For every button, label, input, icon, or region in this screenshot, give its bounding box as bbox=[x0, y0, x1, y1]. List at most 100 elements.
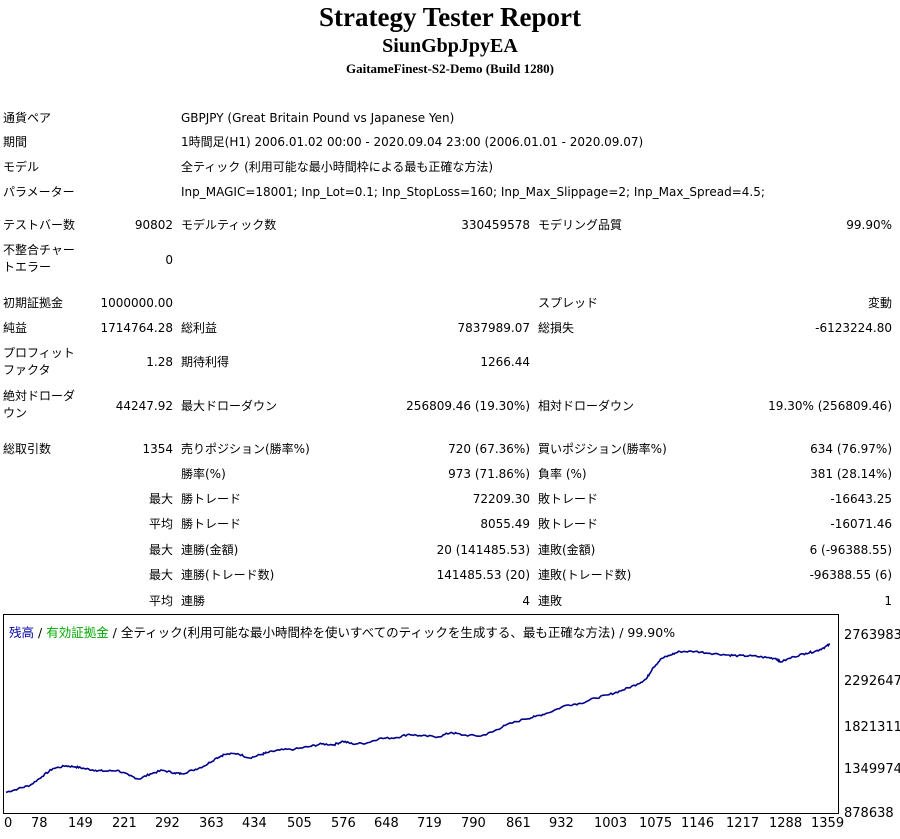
x-tick-label: 1288 bbox=[769, 816, 803, 831]
long-label: 買いポジション(勝率%) bbox=[538, 442, 667, 456]
maxdd-value: 256809.46 (19.30%) bbox=[406, 399, 530, 413]
x-tick-label: 1075 bbox=[639, 816, 673, 831]
cons-loss-amt-value: 6 (-96388.55) bbox=[809, 543, 892, 557]
cons-win-amt-label: 連勝(金額) bbox=[181, 543, 239, 557]
x-tick-label: 648 bbox=[374, 816, 399, 831]
expected-value: 1266.44 bbox=[480, 355, 530, 369]
loss-label: 負率 (%) bbox=[538, 467, 587, 481]
max-word-3: 最大 bbox=[148, 568, 173, 582]
mismatch-value: 0 bbox=[165, 253, 173, 267]
avg-word-1: 平均 bbox=[148, 517, 173, 531]
x-tick-label: 292 bbox=[155, 816, 180, 831]
spread-value: 変動 bbox=[867, 296, 892, 310]
avg-loss-value: -16071.46 bbox=[830, 517, 892, 531]
deposit-value: 1000000.00 bbox=[100, 296, 173, 310]
balance-chart bbox=[3, 614, 839, 814]
trades-label: 総取引数 bbox=[3, 442, 52, 456]
x-tick-label: 78 bbox=[31, 816, 48, 831]
x-tick-label: 149 bbox=[68, 816, 93, 831]
cons-loss-amt-label: 連敗(金額) bbox=[538, 543, 596, 557]
reldd-value: 19.30% (256809.46) bbox=[768, 399, 892, 413]
avg-cons-loss-value: 1 bbox=[884, 594, 892, 608]
avg-win-value: 8055.49 bbox=[480, 517, 530, 531]
ticks-label: モデルティック数 bbox=[181, 218, 277, 232]
grossprofit-value: 7837989.07 bbox=[457, 321, 530, 335]
grossloss-label: 総損失 bbox=[538, 321, 575, 335]
avg-word-2: 平均 bbox=[148, 594, 173, 608]
balance-line bbox=[5, 643, 831, 794]
params-value: Inp_MAGIC=18001; Inp_Lot=0.1; Inp_StopLo… bbox=[181, 185, 765, 199]
reldd-label: 相対ドローダウン bbox=[538, 399, 635, 413]
cons-win-amt-value: 20 (141485.53) bbox=[436, 543, 530, 557]
x-tick-label: 221 bbox=[112, 816, 137, 831]
absdd-value: 44247.92 bbox=[115, 399, 173, 413]
x-tick-label: 1003 bbox=[594, 816, 628, 831]
y-tick-label: 878638 bbox=[844, 806, 894, 821]
ea-name: SiunGbpJpyEA bbox=[382, 35, 518, 57]
deposit-label: 初期証拠金 bbox=[3, 296, 64, 310]
x-tick-label: 790 bbox=[461, 816, 486, 831]
largest-loss-label: 敗トレード bbox=[538, 492, 599, 506]
report-title: Strategy Tester Report bbox=[319, 2, 581, 32]
avg-cons-loss-label: 連敗 bbox=[538, 594, 563, 608]
avg-cons-win-label: 連勝 bbox=[181, 594, 206, 608]
quality-label: モデリング品質 bbox=[538, 218, 623, 232]
x-tick-label: 1217 bbox=[726, 816, 760, 831]
win-value: 973 (71.86%) bbox=[448, 467, 530, 481]
largest-win-value: 72209.30 bbox=[472, 492, 530, 506]
grossloss-value: -6123224.80 bbox=[815, 321, 892, 335]
legend-balance: 残高 bbox=[9, 625, 35, 640]
legend-sep-2: / bbox=[108, 625, 121, 640]
x-tick-label: 1359 bbox=[811, 816, 845, 831]
y-tick-label: 2292647 bbox=[844, 674, 900, 689]
x-tick-label: 434 bbox=[242, 816, 267, 831]
short-label: 売りポジション(勝率%) bbox=[181, 442, 310, 456]
y-tick-label: 2763983 bbox=[844, 628, 900, 643]
trades-value: 1354 bbox=[142, 442, 173, 456]
pf-label: プロフィットファクタ bbox=[3, 346, 75, 377]
loss-value: 381 (28.14%) bbox=[810, 467, 892, 481]
netprofit-value: 1714764.28 bbox=[100, 321, 173, 335]
mismatch-label: 不整合チャートエラー bbox=[3, 243, 75, 274]
x-tick-label: 576 bbox=[331, 816, 356, 831]
server-build: GaitameFinest-S2-Demo (Build 1280) bbox=[346, 61, 554, 76]
max-word-2: 最大 bbox=[148, 543, 173, 557]
x-tick-label: 0 bbox=[4, 816, 13, 831]
avg-loss-label: 敗トレード bbox=[538, 517, 599, 531]
maxdd-label: 最大ドローダウン bbox=[181, 399, 278, 413]
period-label: 期間 bbox=[3, 135, 28, 149]
period-value: 1時間足(H1) 2006.01.02 00:00 - 2020.09.04 2… bbox=[181, 135, 644, 149]
x-tick-label: 861 bbox=[506, 816, 531, 831]
expected-label: 期待利得 bbox=[181, 355, 230, 369]
x-tick-label: 719 bbox=[417, 816, 442, 831]
y-tick-label: 1349974 bbox=[844, 762, 900, 777]
largest-win-label: 勝トレード bbox=[181, 492, 242, 506]
grossprofit-label: 総利益 bbox=[181, 321, 218, 335]
quality-value: 99.90% bbox=[846, 218, 892, 232]
short-value: 720 (67.36%) bbox=[448, 442, 530, 456]
netprofit-label: 純益 bbox=[3, 321, 28, 335]
balance-chart-svg bbox=[5, 643, 831, 794]
cons-win-cnt-label: 連勝(トレード数) bbox=[181, 568, 275, 582]
legend-sep-1: / bbox=[34, 625, 47, 640]
largest-loss-value: -16643.25 bbox=[830, 492, 892, 506]
pair-value: GBPJPY (Great Britain Pound vs Japanese … bbox=[181, 111, 455, 125]
x-tick-label: 363 bbox=[199, 816, 224, 831]
bars-label: テストバー数 bbox=[3, 218, 76, 232]
chart-legend: 残高 / 有効証拠金 / 全ティック(利用可能な最小時間枠を使いすべてのティック… bbox=[9, 622, 675, 641]
y-tick-label: 1821311 bbox=[844, 720, 900, 735]
ticks-value: 330459578 bbox=[461, 218, 530, 232]
x-tick-label: 1146 bbox=[681, 816, 715, 831]
cons-loss-cnt-label: 連敗(トレード数) bbox=[538, 568, 632, 582]
cons-loss-cnt-value: -96388.55 (6) bbox=[809, 568, 892, 582]
cons-win-cnt-value: 141485.53 (20) bbox=[436, 568, 530, 582]
legend-model: 全ティック(利用可能な最小時間枠を使いすべてのティックを生成する、最も正確な方法… bbox=[120, 625, 676, 640]
params-label: パラメーター bbox=[3, 185, 75, 199]
legend-equity: 有効証拠金 bbox=[46, 625, 109, 640]
x-tick-label: 505 bbox=[287, 816, 312, 831]
spread-label: スプレッド bbox=[538, 296, 599, 310]
win-label: 勝率(%) bbox=[181, 467, 226, 481]
long-value: 634 (76.97%) bbox=[810, 442, 892, 456]
x-tick-label: 932 bbox=[549, 816, 574, 831]
avg-win-label: 勝トレード bbox=[181, 517, 242, 531]
